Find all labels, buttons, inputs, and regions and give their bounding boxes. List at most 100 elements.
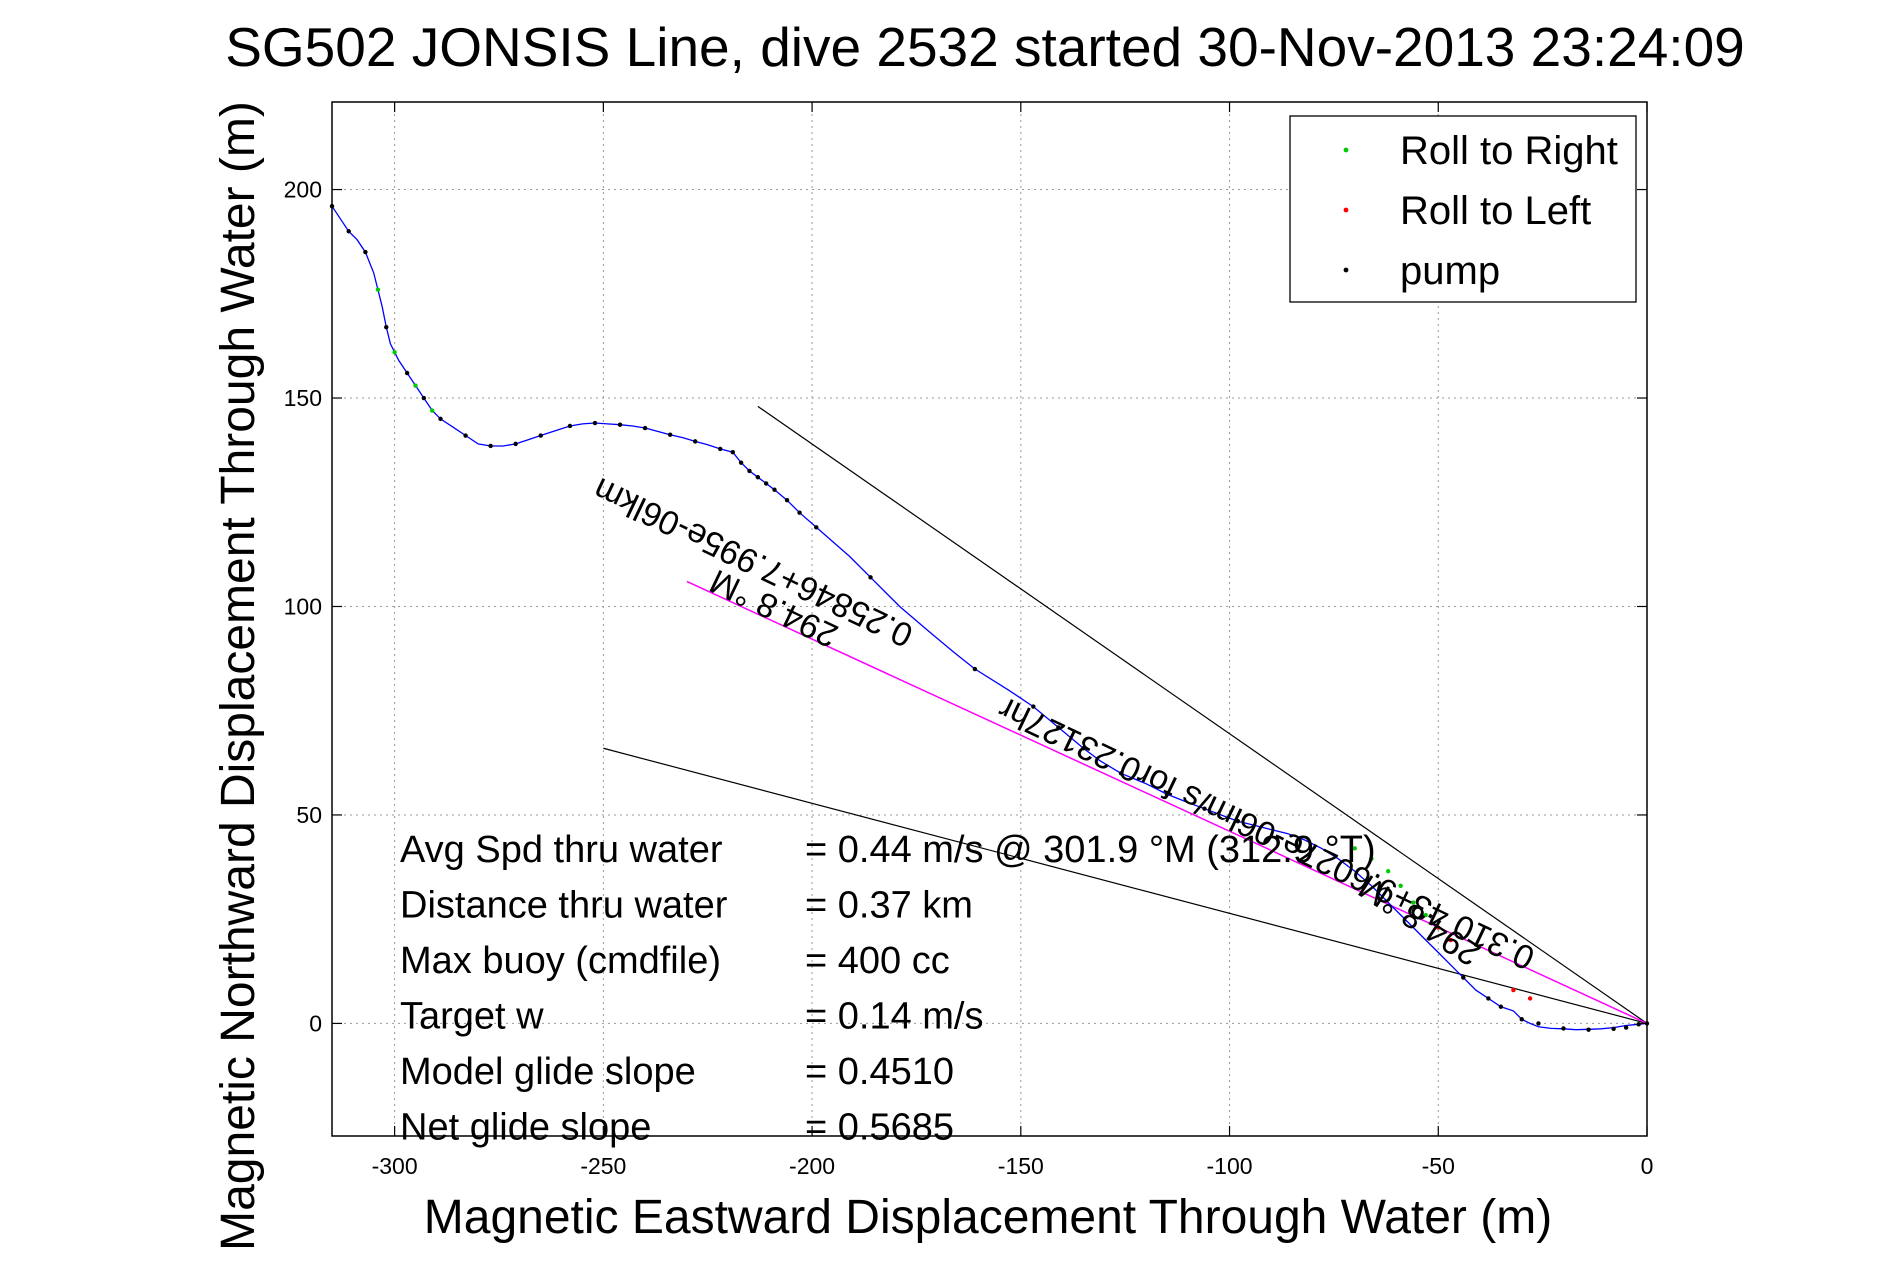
pump-point bbox=[738, 460, 744, 465]
x-tick-label: -250 bbox=[580, 1153, 626, 1179]
pump-point bbox=[538, 433, 543, 438]
pump-point bbox=[1561, 1026, 1566, 1031]
pump-point bbox=[730, 450, 735, 455]
roll-left-point bbox=[1436, 925, 1441, 930]
stat-label: Net glide slope bbox=[400, 1107, 651, 1149]
y-tick-label: 150 bbox=[284, 385, 322, 411]
pump-point bbox=[1202, 806, 1207, 811]
stat-value: = 0.37 km bbox=[805, 885, 973, 927]
x-tick-label: -100 bbox=[1207, 1153, 1253, 1179]
roll-right-point bbox=[1369, 856, 1374, 861]
roll-left-point bbox=[1527, 996, 1533, 1001]
stat-value: = 0.14 m/s bbox=[805, 996, 983, 1038]
y-tick-label: 0 bbox=[309, 1010, 322, 1036]
roll-right-point bbox=[1411, 900, 1416, 905]
roll-right-point bbox=[1352, 846, 1357, 851]
stat-value: = 0.4510 bbox=[805, 1051, 954, 1093]
axis-ticks: -300 -250 -200 -150 -100 -50 0 0 50 100 150 200 bbox=[284, 102, 1654, 1179]
y-tick-label: 100 bbox=[284, 593, 322, 619]
pump-point bbox=[784, 497, 790, 503]
plot-area-frame bbox=[331, 101, 1648, 1137]
pump-point bbox=[363, 249, 368, 255]
points-layer bbox=[329, 204, 1650, 1032]
pump-point bbox=[1056, 725, 1061, 730]
pump-point bbox=[404, 370, 410, 376]
x-axis-title: Magnetic Eastward Displacement Through W… bbox=[424, 1191, 1552, 1244]
pump-point bbox=[972, 666, 978, 672]
pump-point bbox=[1498, 1004, 1504, 1009]
roll-right-point bbox=[1385, 869, 1391, 874]
roll-left-point bbox=[1448, 937, 1453, 943]
stat-label: Target w bbox=[400, 996, 544, 1038]
stat-label: Distance thru water bbox=[400, 885, 728, 927]
x-tick-label: -50 bbox=[1422, 1153, 1455, 1179]
roll-right-point bbox=[392, 349, 397, 355]
envelope-line bbox=[757, 405, 1648, 1024]
pump-point bbox=[772, 487, 777, 492]
y-tick-label: 200 bbox=[284, 177, 322, 203]
pump-point bbox=[463, 433, 468, 438]
pump-point bbox=[1519, 1017, 1524, 1022]
pump-point bbox=[1486, 996, 1491, 1001]
pump-point bbox=[747, 468, 752, 474]
legend-label: Roll to Right bbox=[1400, 129, 1618, 173]
pump-point bbox=[1235, 819, 1241, 824]
legend-marker bbox=[1343, 267, 1349, 273]
pump-point bbox=[421, 395, 427, 401]
pump-point bbox=[868, 575, 873, 580]
pump-point bbox=[1536, 1021, 1541, 1026]
envelope-line bbox=[603, 747, 1648, 1025]
x-tick-label: 0 bbox=[1641, 1153, 1654, 1179]
legend-marker bbox=[1343, 147, 1349, 153]
pump-point bbox=[814, 525, 819, 530]
pump-point bbox=[384, 324, 389, 330]
pump-point bbox=[513, 441, 518, 447]
stat-value: = 400 cc bbox=[805, 940, 950, 982]
chart-title: SG502 JONSIS Line, dive 2532 started 30-… bbox=[225, 16, 1745, 78]
legend-label: pump bbox=[1400, 249, 1500, 293]
stat-value: = 0.5685 bbox=[805, 1107, 954, 1149]
heading-line bbox=[686, 580, 1648, 1025]
legend-label: Roll to Left bbox=[1400, 189, 1591, 233]
pump-point bbox=[592, 420, 598, 426]
stats-block: Avg Spd thru water = 0.44 m/s @ 301.9 °M … bbox=[400, 829, 1376, 1149]
roll-left-point bbox=[1511, 987, 1516, 993]
pump-point bbox=[718, 446, 723, 452]
pump-point bbox=[667, 432, 673, 437]
pump-point bbox=[617, 422, 623, 427]
pump-point bbox=[797, 510, 802, 515]
x-tick-label: -200 bbox=[789, 1153, 835, 1179]
pump-point bbox=[1623, 1025, 1629, 1030]
roll-right-point bbox=[375, 287, 381, 292]
stat-label: Avg Spd thru water bbox=[400, 829, 723, 871]
roll-right-point bbox=[429, 408, 435, 413]
pump-point bbox=[438, 416, 443, 422]
x-tick-label: -150 bbox=[998, 1153, 1044, 1179]
stat-label: Model glide slope bbox=[400, 1051, 696, 1093]
x-tick-label: -300 bbox=[372, 1153, 418, 1179]
pump-point bbox=[1031, 704, 1036, 709]
pump-point bbox=[488, 443, 493, 449]
pump-point bbox=[642, 425, 648, 431]
pump-point bbox=[346, 229, 351, 234]
stat-label: Max buoy (cmdfile) bbox=[400, 940, 721, 982]
y-axis-title: Magnetic Northward Displacement Through … bbox=[212, 101, 265, 1251]
pump-point bbox=[567, 423, 573, 429]
reference-lines bbox=[603, 405, 1648, 1025]
pump-point bbox=[1081, 746, 1086, 751]
pump-point bbox=[1118, 771, 1124, 776]
pump-point bbox=[1636, 1022, 1641, 1027]
roll-right-point bbox=[1423, 912, 1428, 918]
roll-right-point bbox=[1398, 883, 1403, 889]
pump-point bbox=[763, 481, 769, 486]
stat-value: = 0.44 m/s @ 301.9 °M (312.9 °T) bbox=[805, 829, 1376, 871]
pump-point bbox=[1164, 791, 1170, 797]
y-tick-label: 50 bbox=[296, 802, 322, 828]
pump-point bbox=[692, 439, 698, 444]
legend: Roll to Right Roll to Left pump bbox=[1289, 115, 1637, 303]
legend-marker bbox=[1343, 207, 1349, 213]
pump-point bbox=[1586, 1027, 1591, 1032]
pump-point bbox=[1611, 1026, 1616, 1032]
